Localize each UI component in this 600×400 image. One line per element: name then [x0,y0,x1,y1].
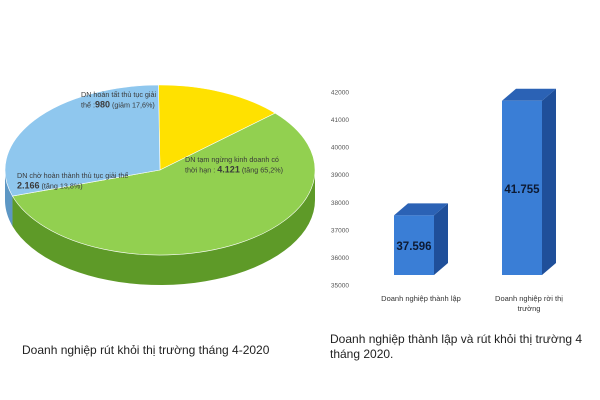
y-tick-label: 42000 [331,90,349,97]
y-tick-label: 39000 [331,172,349,179]
y-tick-label: 40000 [331,145,349,152]
y-tick-label: 37000 [331,227,349,234]
bar-value-label: 41.755 [504,184,540,196]
bar-chart-caption: Doanh nghiệp thành lập và rút khỏi thị t… [330,332,583,361]
bar-chart: 35000 36000 37000 38000 39000 40000 41000 42000… [331,88,563,313]
bar-value-label: 37.596 [396,241,431,253]
bar-1: 37.596 [394,203,448,275]
pie-label-cho-giai-the: DN chờ hoàn thành thủ tục giải thể 2.166 … [17,171,128,191]
bar-top [394,203,448,216]
pie-chart: DN hoàn tất thủ tục giải thể :980 (giảm 1… [4,84,316,285]
y-tick-label: 35000 [331,283,349,290]
pie-label-tam-ngung: DN tạm ngừng kinh doanh có thời hạn : 4.1… [185,155,283,175]
bar-side [542,88,556,275]
bar-side [434,203,448,275]
bar-2: 41.755 [502,88,556,275]
bar-front [502,100,542,275]
y-tick-label: 38000 [331,200,349,207]
pie-slice-cho-giai-the [4,84,161,197]
pie-slice-side-tam-ngung [12,170,315,285]
bar-front [394,215,434,275]
pie-slice-hoan-tat [158,84,276,171]
pie-slice-tam-ngung [12,112,316,256]
bar-top [502,88,556,101]
pie-chart-caption: Doanh nghiệp rút khỏi thị trường tháng 4… [22,343,270,357]
y-tick-label: 36000 [331,255,349,262]
pie-label-hoan-tat: DN hoàn tất thủ tục giải thể :980 (giảm 1… [81,90,157,110]
y-tick-label: 41000 [331,117,349,124]
x-category-label: Doanh nghiệp thành lập [381,294,461,303]
x-category-label: Doanh nghiệp rời thị trường [495,294,563,313]
